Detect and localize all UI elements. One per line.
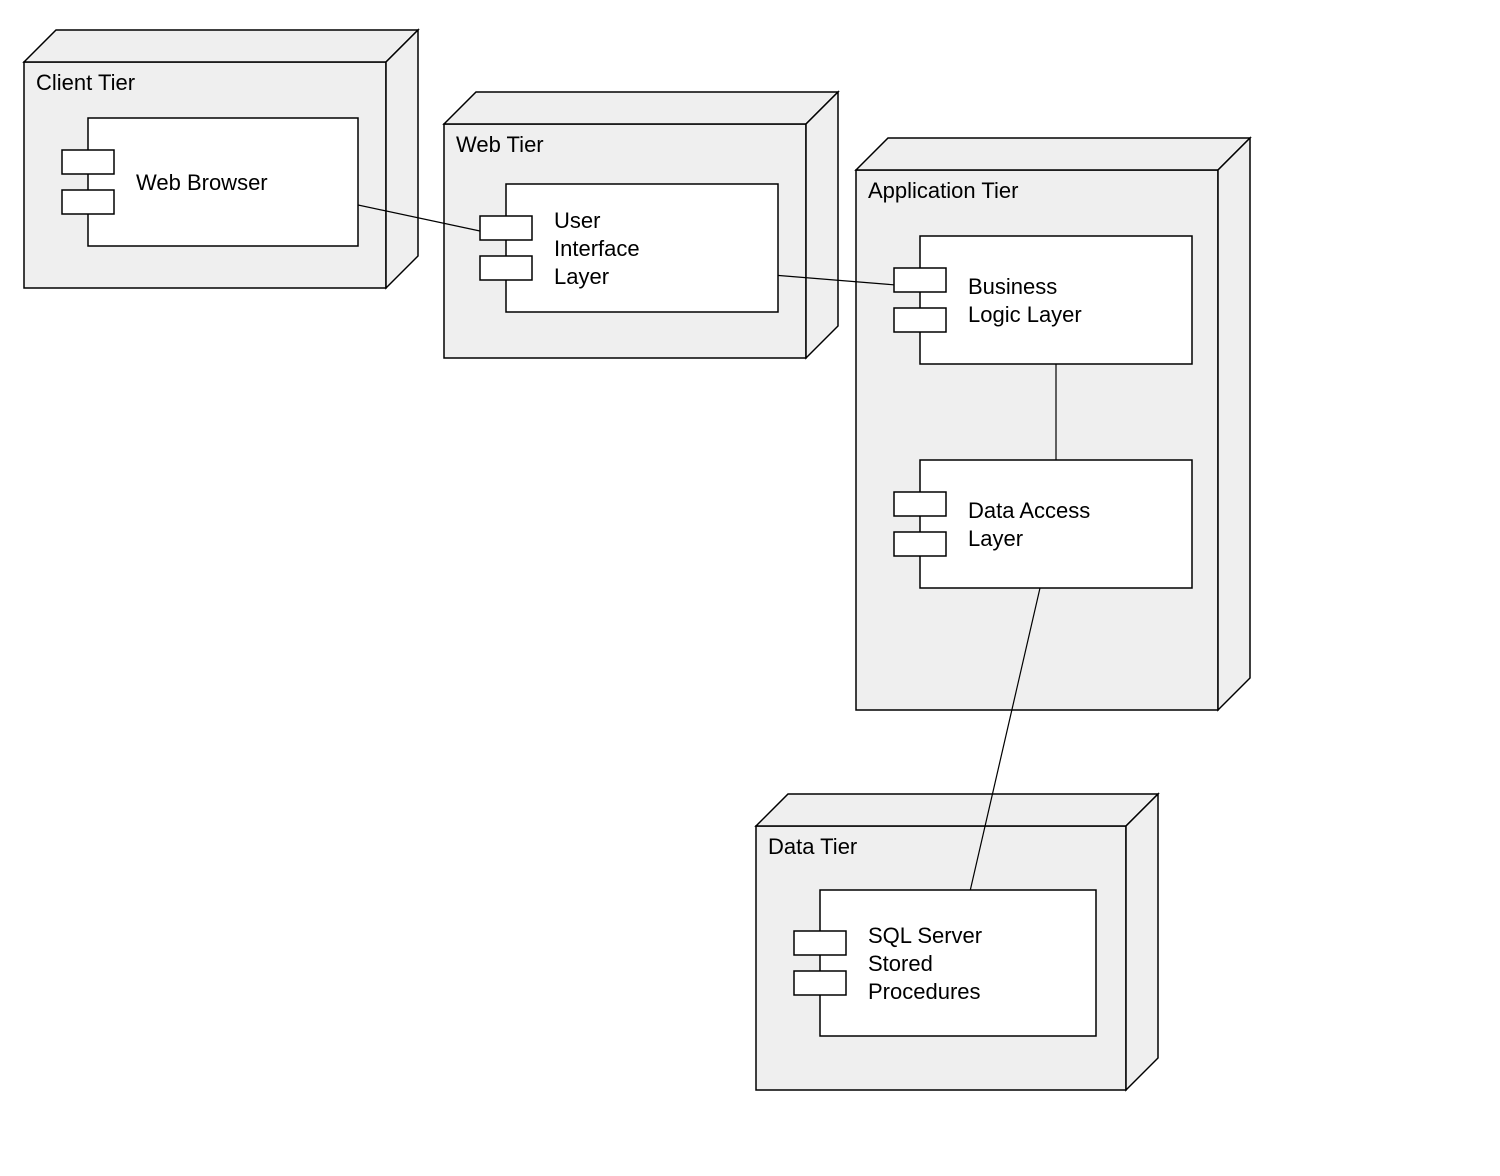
tier-label-web_tier: Web Tier xyxy=(456,132,544,157)
deployment-diagram: Client Tier Web Tier Application Tier Data … xyxy=(0,0,1500,1176)
tier-label-client_tier: Client Tier xyxy=(36,70,135,95)
component-web_browser: Web Browser xyxy=(62,118,358,246)
tier-application_tier xyxy=(856,138,1250,710)
component-data_access: Data AccessLayer xyxy=(894,460,1192,588)
component-label-web_browser: Web Browser xyxy=(136,170,268,195)
component-sql_server: SQL ServerStoredProcedures xyxy=(794,890,1096,1036)
tier-label-application_tier: Application Tier xyxy=(868,178,1018,203)
component-business_logic: BusinessLogic Layer xyxy=(894,236,1192,364)
tier-label-data_tier: Data Tier xyxy=(768,834,857,859)
component-ui_layer: UserInterfaceLayer xyxy=(480,184,778,312)
